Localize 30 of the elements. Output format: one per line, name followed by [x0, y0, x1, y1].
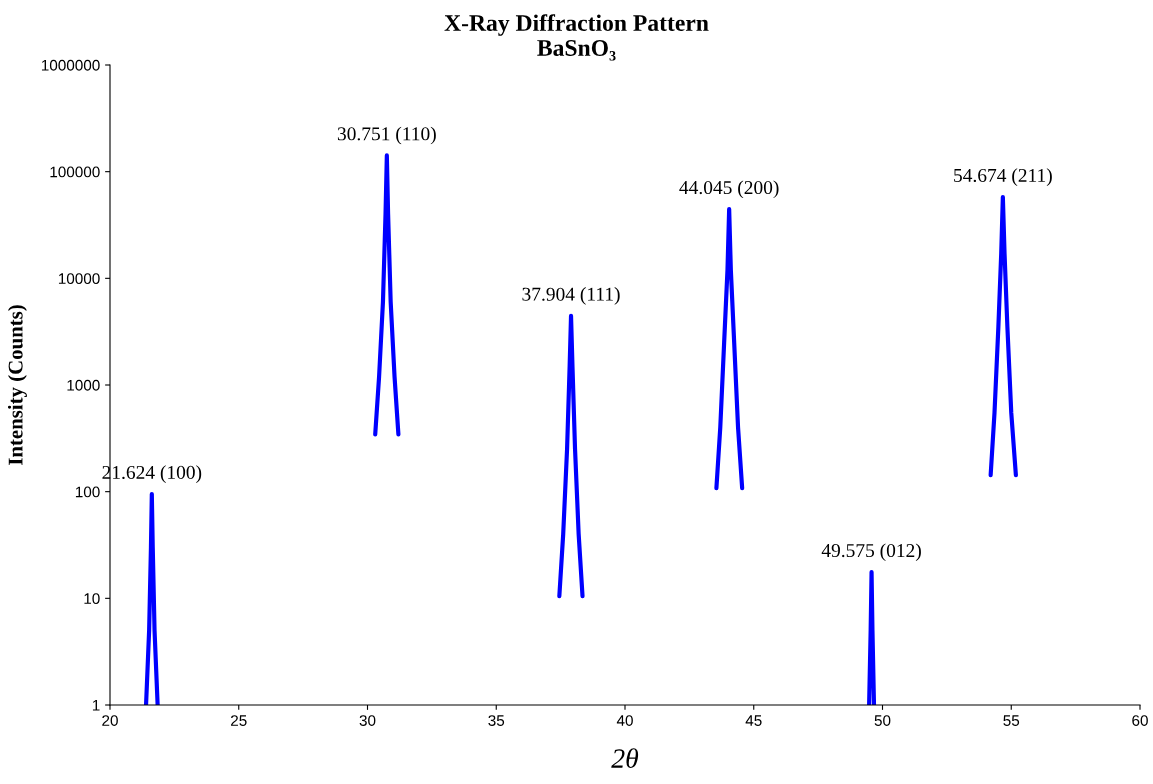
line-series	[373, 153, 401, 437]
y-tick-label: 10000	[58, 273, 100, 285]
annotation: 37.904 (111)	[522, 287, 620, 305]
line-series	[714, 207, 745, 491]
annotation: 44.045 (200)	[679, 180, 779, 199]
x-axis-title: 2θ	[611, 748, 639, 768]
x-tick-label: 55	[1003, 715, 1020, 726]
chart-title: X-Ray Diffraction Pattern	[444, 14, 709, 36]
x-tick-label: 50	[874, 715, 891, 726]
y-tick-label: 10	[84, 593, 100, 605]
line-series	[143, 491, 160, 705]
x-tick-label: 45	[745, 715, 762, 726]
line-series	[557, 313, 585, 599]
y-tick-label: 1000	[67, 379, 100, 391]
x-tick-label: 20	[102, 715, 118, 726]
y-tick-label: 100000	[50, 166, 100, 178]
annotation: 49.575 (012)	[821, 543, 921, 562]
x-tick-label: 35	[488, 715, 505, 726]
x-tick-label: 30	[359, 715, 376, 726]
x-tick-label: 25	[231, 715, 247, 726]
line-series	[988, 194, 1018, 478]
annotation: 54.674 (211)	[954, 168, 1052, 186]
annotation: 30.751 (110)	[337, 126, 436, 145]
y-axis-title: Intensity (Counts)	[7, 305, 27, 466]
x-tick-label: 60	[1132, 715, 1148, 726]
chart-subtitle: BaSnO₃	[537, 40, 616, 61]
y-tick-label: 1000000	[41, 59, 100, 71]
x-tick-label: 40	[616, 715, 633, 726]
y-tick-label: 100	[75, 486, 100, 498]
y-tick-label: 1	[92, 700, 100, 711]
